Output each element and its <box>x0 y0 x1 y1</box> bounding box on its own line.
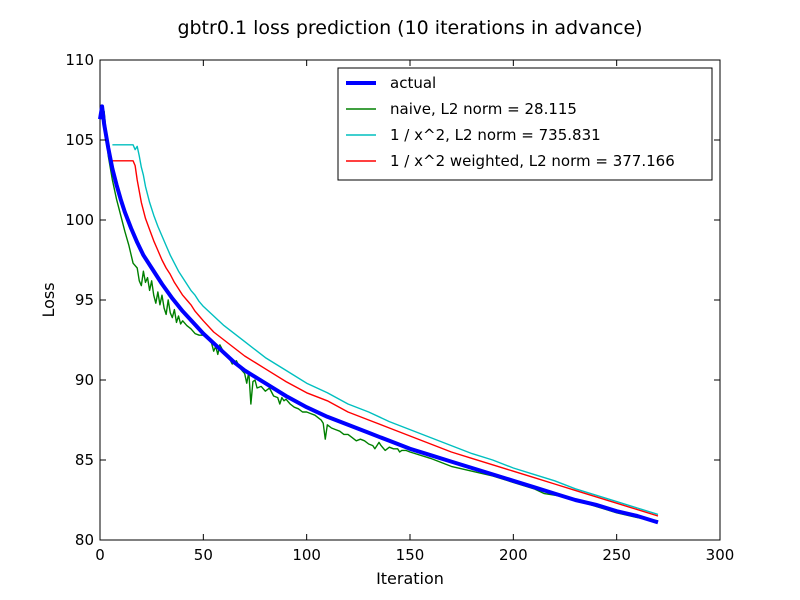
x-tick-label: 200 <box>499 546 528 564</box>
series-layer <box>98 104 659 525</box>
chart-title: gbtr0.1 loss prediction (10 iterations i… <box>177 17 642 39</box>
y-axis-label: Loss <box>39 282 58 317</box>
legend-label-0: actual <box>390 74 436 92</box>
y-tick-label: 105 <box>65 131 94 149</box>
series-line-2 <box>112 144 659 516</box>
x-tick-label: 50 <box>194 546 213 564</box>
series-line-3 <box>112 160 659 517</box>
y-tick-label: 110 <box>65 51 94 69</box>
y-tick-label: 80 <box>75 531 94 549</box>
x-tick-label: 0 <box>95 546 105 564</box>
y-tick-label: 90 <box>75 371 94 389</box>
y-tick-label: 100 <box>65 211 94 229</box>
legend-box <box>337 67 713 181</box>
x-axis-label: Iteration <box>376 569 444 588</box>
x-tick-label: 150 <box>396 546 425 564</box>
y-tick-label: 95 <box>75 291 94 309</box>
series-line-0 <box>98 104 659 525</box>
y-tick-label: 85 <box>75 451 94 469</box>
ticks-layer: 0 50 100 150 200 250 300 80 85 90 95 100 105 110 <box>65 51 734 564</box>
legend-label-2: 1 / x^2, L2 norm = 735.831 <box>390 126 601 144</box>
x-tick-label: 100 <box>292 546 321 564</box>
legend-label-1: naive, L2 norm = 28.115 <box>390 100 577 118</box>
legend: actual naive, L2 norm = 28.115 1 / x^2, L2… <box>337 67 713 181</box>
x-tick-label: 300 <box>706 546 735 564</box>
legend-label-3: 1 / x^2 weighted, L2 norm = 377.166 <box>390 152 675 170</box>
x-tick-label: 250 <box>602 546 631 564</box>
